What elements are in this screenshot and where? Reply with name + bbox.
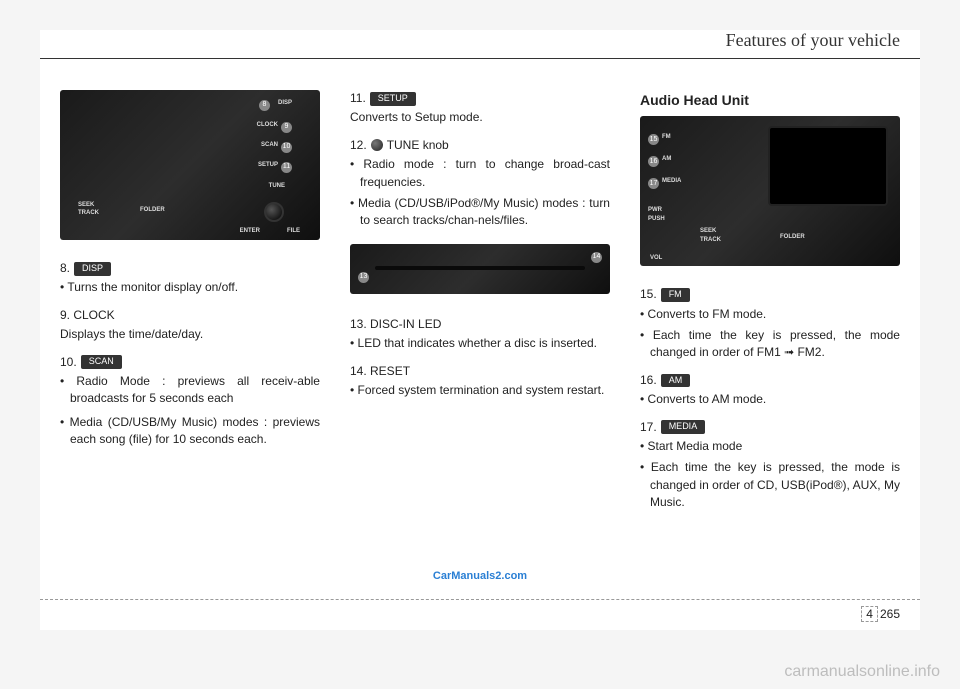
item-13-desc: LED that indicates whether a disc is ins… (350, 335, 610, 352)
item-8-b1: Turns the monitor display on/off. (60, 279, 320, 296)
item-14-desc: Forced system termination and system res… (350, 382, 610, 399)
section-title: Features of your vehicle (726, 30, 900, 51)
callout-8: 8 (259, 100, 270, 111)
callout-14: 14 (591, 252, 602, 263)
item-16-desc: Converts to AM mode. (640, 391, 900, 408)
bottom-rule (40, 599, 920, 600)
disc-slot-photo: 13 14 (350, 244, 610, 294)
item-10-desc: Radio Mode : previews all receiv-able br… (60, 373, 320, 449)
item-16-num: 16. (640, 372, 657, 389)
item-15-num: 15. (640, 286, 657, 303)
item-9: 9. CLOCK Displays the time/date/day. (60, 307, 320, 344)
top-rule (40, 58, 920, 59)
label-setup-img: SETUP (258, 161, 278, 170)
item-11-text: Converts to Setup mode. (350, 109, 610, 126)
label-pwr-img: PWR PUSH (648, 206, 665, 223)
item-17-desc: Start Media mode Each time the key is pr… (640, 438, 900, 512)
label-seek-img: SEEK TRACK (78, 201, 99, 218)
item-14: 14. RESET Forced system termination and … (350, 363, 610, 400)
am-pill: AM (661, 374, 691, 388)
item-9-title: 9. CLOCK (60, 307, 320, 324)
label-am-img: AM (662, 155, 671, 164)
item-10-num: 10. (60, 354, 77, 371)
label-seek-img-2: SEEK TRACK (700, 227, 721, 244)
item-17-b2: Each time the key is pressed, the mode i… (640, 459, 900, 511)
item-13-title: 13. DISC-IN LED (350, 316, 610, 333)
label-enter-img: ENTER (240, 227, 260, 236)
item-10-b1: Radio Mode : previews all receiv-able br… (60, 373, 320, 408)
fm-pill: FM (661, 288, 690, 302)
item-12-header: 12. TUNE knob (350, 137, 610, 154)
label-tune-img: TUNE (269, 182, 285, 191)
item-14-b1: Forced system termination and system res… (350, 382, 610, 399)
callout-9: 9 (281, 122, 292, 133)
manual-page: Features of your vehicle 8 DISP 9 CLOCK … (40, 30, 920, 630)
item-15-header: 15. FM (640, 286, 900, 303)
item-15-b2: Each time the key is pressed, the mode c… (640, 327, 900, 362)
item-12-b2: Media (CD/USB/iPod®/My Music) modes : tu… (350, 195, 610, 230)
item-16-header: 16. AM (640, 372, 900, 389)
page-num: 265 (880, 607, 900, 621)
page-number: 4265 (861, 606, 900, 622)
audio-head-unit-heading: Audio Head Unit (640, 90, 900, 110)
item-14-title: 14. RESET (350, 363, 610, 380)
label-clock-img: CLOCK (257, 121, 278, 130)
callout-15: 15 (648, 134, 659, 145)
item-9-text: Displays the time/date/day. (60, 326, 320, 343)
item-13: 13. DISC-IN LED LED that indicates wheth… (350, 316, 610, 353)
scan-pill: SCAN (81, 355, 122, 369)
display-screen (768, 126, 888, 206)
item-15-b1: Converts to FM mode. (640, 306, 900, 323)
column-2: 11. SETUP Converts to Setup mode. 12. TU… (350, 90, 610, 580)
callout-10: 10 (281, 142, 292, 153)
item-12-knob-label: TUNE knob (387, 137, 449, 154)
head-unit-photo-1: 8 DISP 9 CLOCK 10 SCAN 11 SETUP TUNE 12 … (60, 90, 320, 240)
watermark-carmanualsonline: carmanualsonline.info (784, 663, 940, 681)
content-columns: 8 DISP 9 CLOCK 10 SCAN 11 SETUP TUNE 12 … (60, 90, 900, 580)
item-11-num: 11. (350, 90, 366, 107)
label-file-img: FILE (287, 227, 300, 236)
callout-17: 17 (648, 178, 659, 189)
label-media-img: MEDIA (662, 177, 681, 186)
callout-13: 13 (358, 272, 369, 283)
media-pill: MEDIA (661, 420, 706, 434)
label-disp-img: DISP (278, 99, 292, 108)
label-folder-img-2: FOLDER (780, 233, 805, 242)
item-10-header: 10. SCAN (60, 354, 320, 371)
disc-slot (375, 266, 585, 270)
watermark-carmanuals2: CarManuals2.com (433, 570, 527, 582)
item-8-num: 8. (60, 260, 70, 277)
setup-pill: SETUP (370, 92, 416, 106)
label-fm-img: FM (662, 133, 671, 142)
item-11-header: 11. SETUP (350, 90, 610, 107)
item-17-b1: Start Media mode (640, 438, 900, 455)
page-chapter: 4 (861, 606, 878, 622)
item-10-b2: Media (CD/USB/My Music) modes : previews… (60, 414, 320, 449)
head-unit-photo-2: 15 FM 16 AM 17 MEDIA PWR PUSH SEEK TRACK… (640, 116, 900, 266)
item-8-desc: Turns the monitor display on/off. (60, 279, 320, 296)
column-1: 8 DISP 9 CLOCK 10 SCAN 11 SETUP TUNE 12 … (60, 90, 320, 580)
item-16-b1: Converts to AM mode. (640, 391, 900, 408)
item-12-b1: Radio mode : turn to change broad-cast f… (350, 156, 610, 191)
column-3: Audio Head Unit 15 FM 16 AM 17 MEDIA PWR… (640, 90, 900, 580)
item-8-header: 8. DISP (60, 260, 320, 277)
tune-knob-icon (371, 139, 383, 151)
item-17-num: 17. (640, 419, 657, 436)
label-vol-img: VOL (650, 254, 662, 263)
callout-16: 16 (648, 156, 659, 167)
item-13-b1: LED that indicates whether a disc is ins… (350, 335, 610, 352)
item-15-desc: Converts to FM mode. Each time the key i… (640, 306, 900, 362)
callout-11: 11 (281, 162, 292, 173)
item-12-desc: Radio mode : turn to change broad-cast f… (350, 156, 610, 230)
item-12-num: 12. (350, 137, 367, 154)
tune-knob-img (264, 202, 284, 222)
disp-pill: DISP (74, 262, 111, 276)
label-folder-img: FOLDER (140, 206, 165, 215)
label-scan-img: SCAN (261, 141, 278, 150)
item-17-header: 17. MEDIA (640, 419, 900, 436)
